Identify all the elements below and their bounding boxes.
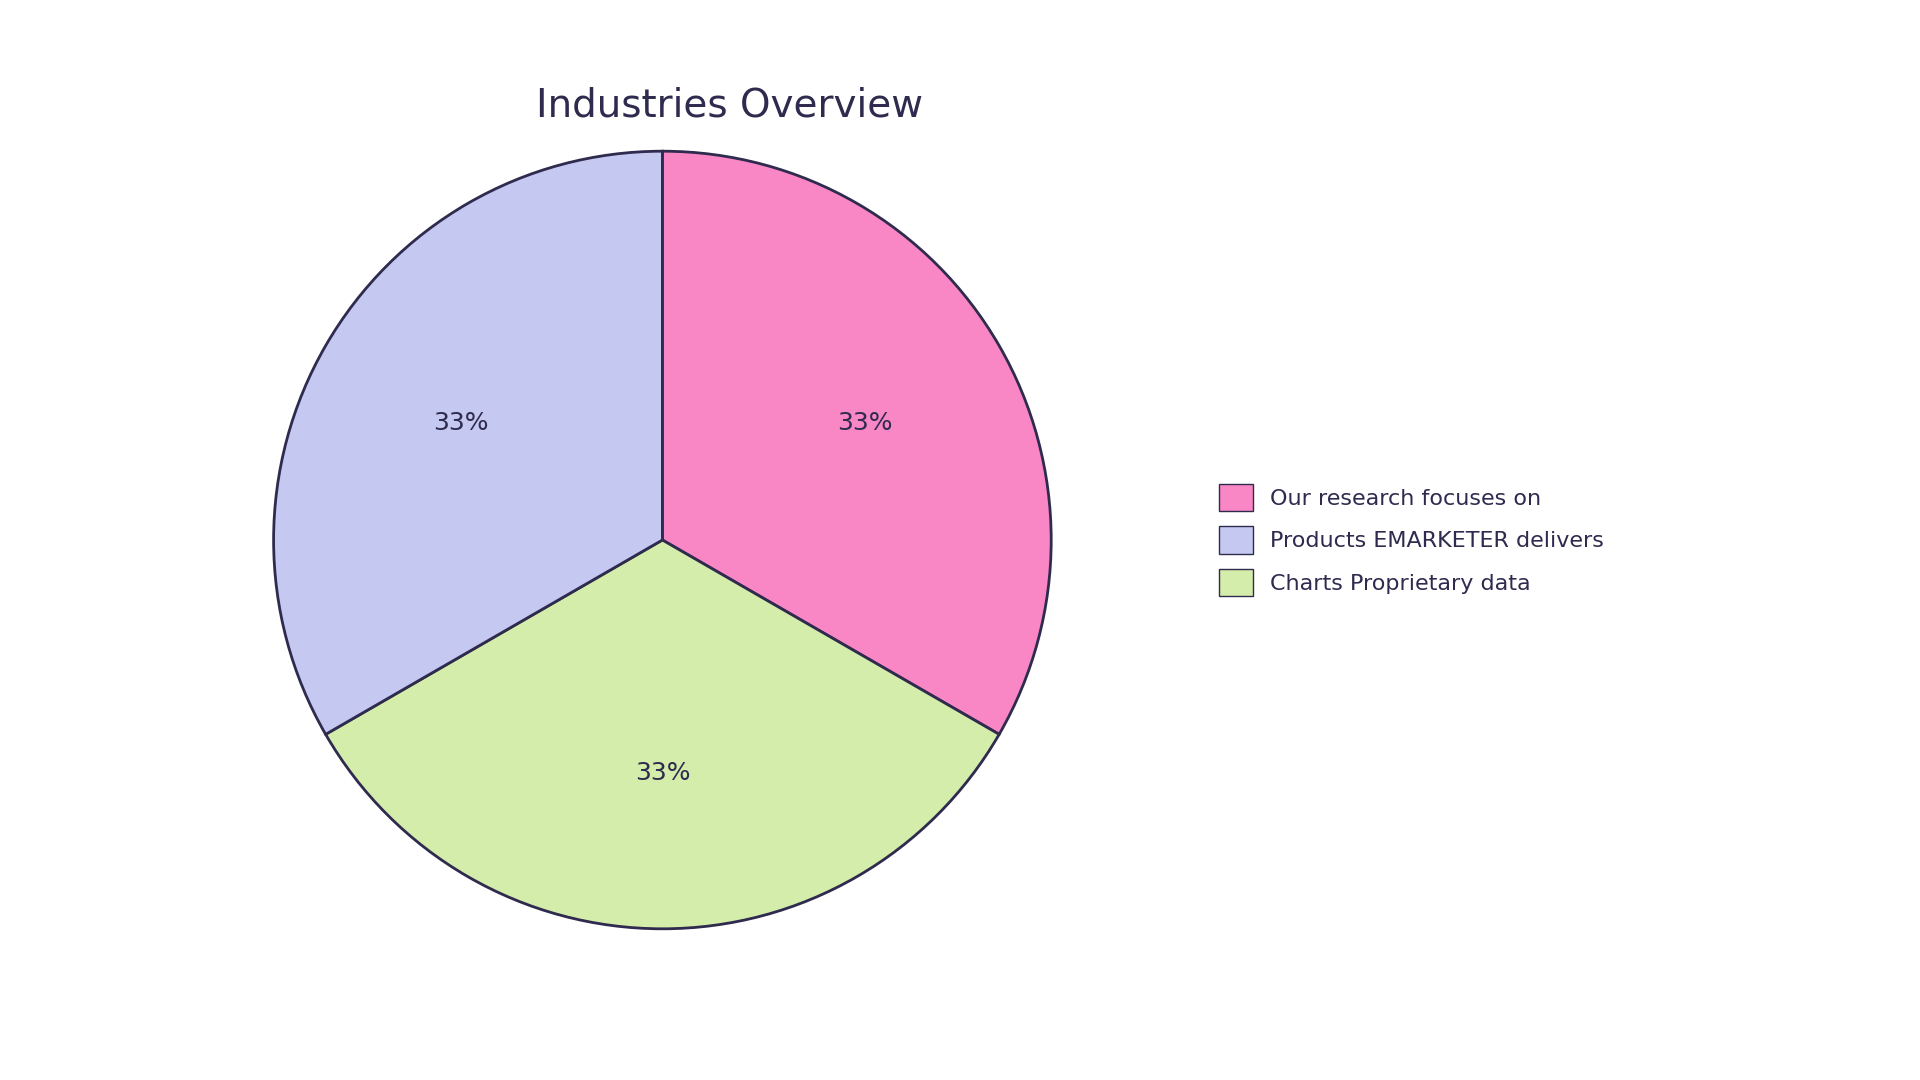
Wedge shape: [273, 151, 662, 734]
Text: Industries Overview: Industries Overview: [536, 86, 924, 124]
Wedge shape: [662, 151, 1052, 734]
Text: 33%: 33%: [432, 411, 488, 435]
Text: 33%: 33%: [636, 761, 689, 785]
Text: 33%: 33%: [837, 411, 893, 435]
Legend: Our research focuses on, Products EMARKETER delivers, Charts Proprietary data: Our research focuses on, Products EMARKE…: [1208, 473, 1615, 607]
Wedge shape: [326, 540, 998, 929]
